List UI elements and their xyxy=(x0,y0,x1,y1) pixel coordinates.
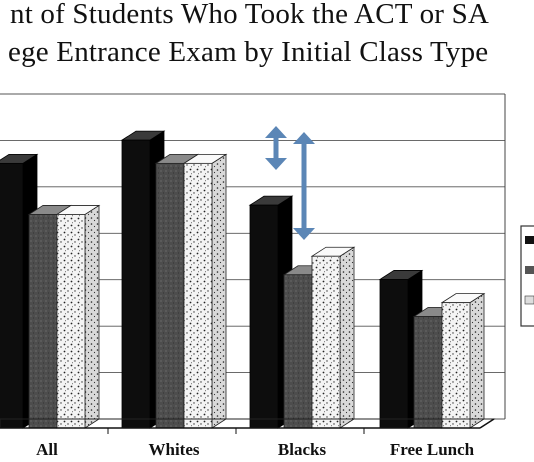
x-tick-label: Blacks xyxy=(278,440,327,459)
bar-front xyxy=(283,274,313,429)
legend-swatch xyxy=(525,236,534,244)
arrow-head-down xyxy=(265,158,287,170)
bar-front xyxy=(441,302,471,429)
arrow-head-up xyxy=(293,132,315,144)
bar-front xyxy=(0,162,24,429)
bar-front xyxy=(249,204,279,429)
x-axis: All Whites Blacks Free Lunch xyxy=(0,418,496,459)
bar-front xyxy=(56,214,86,429)
annotation-double-arrow xyxy=(265,126,287,170)
legend-swatch xyxy=(525,266,534,274)
bar-side xyxy=(469,292,485,429)
x-axis-depth xyxy=(479,418,495,429)
bar-front xyxy=(155,162,185,429)
x-tick-label: Whites xyxy=(149,440,200,459)
bar-front xyxy=(183,162,213,429)
bar-front xyxy=(28,214,58,429)
x-tick-label: All xyxy=(36,440,58,459)
annotations xyxy=(265,126,315,240)
bar-side xyxy=(211,153,227,429)
legend xyxy=(520,225,534,327)
bar xyxy=(310,246,356,429)
bar xyxy=(55,204,101,429)
arrow-head-up xyxy=(265,126,287,138)
chart-title-line-2: ege Entrance Exam by Initial Class Type xyxy=(8,36,489,68)
bar-front xyxy=(379,279,409,429)
annotation-double-arrow xyxy=(293,132,315,240)
bar-side xyxy=(84,204,100,429)
bar-front xyxy=(121,139,151,429)
chart-title-line-1: nt of Students Who Took the ACT or SA xyxy=(10,0,490,30)
x-tick-label: Free Lunch xyxy=(390,440,475,459)
bars xyxy=(0,130,486,429)
bar xyxy=(378,269,424,429)
legend-swatch xyxy=(524,295,534,305)
arrow-head-down xyxy=(293,228,315,240)
bar-front xyxy=(413,316,443,429)
bar-front xyxy=(311,255,341,429)
bar xyxy=(440,292,486,429)
bar xyxy=(182,153,228,429)
bar-side xyxy=(339,246,355,429)
